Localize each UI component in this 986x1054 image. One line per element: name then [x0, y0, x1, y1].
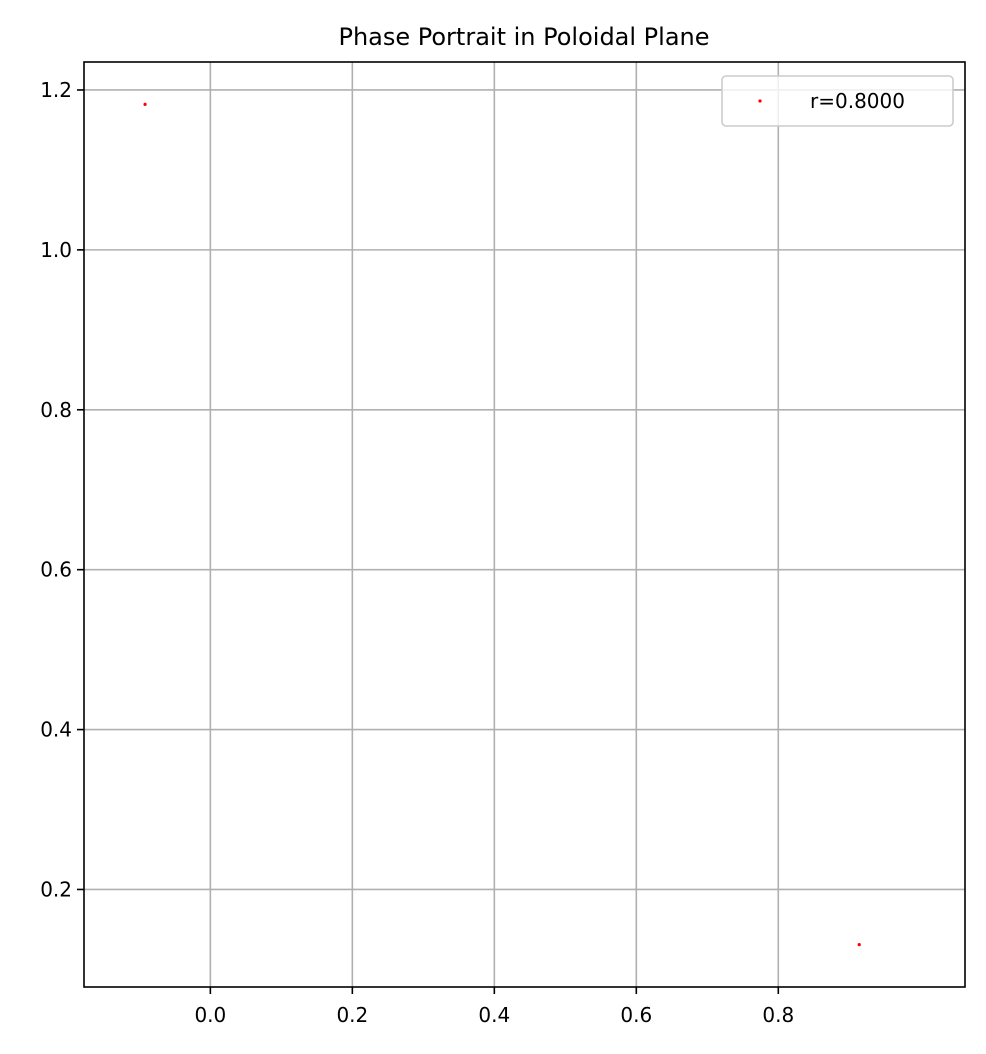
legend-label: r=0.8000: [810, 89, 905, 113]
y-tick-label: 0.2: [40, 877, 72, 901]
chart-title: Phase Portrait in Poloidal Plane: [338, 23, 709, 51]
x-tick-label: 0.4: [478, 1003, 510, 1027]
data-point: [143, 102, 147, 106]
y-tick-label: 0.6: [40, 558, 72, 582]
legend-box: [721, 75, 954, 127]
plot-frame: [83, 61, 966, 988]
data-point: [857, 943, 861, 947]
y-tick-label: 1.2: [40, 78, 72, 102]
y-tick-label: 0.8: [40, 398, 72, 422]
grid-lines: [84, 62, 965, 987]
legend: r=0.8000: [721, 75, 954, 127]
x-tick-label: 0.2: [336, 1003, 368, 1027]
x-tick-label: 0.8: [762, 1003, 794, 1027]
axis-ticks: 0.0 0.2 0.4 0.6 0.8 0.2 0.4 0.6 0.8 1.0 1.2: [40, 78, 794, 1027]
data-points: [143, 102, 861, 947]
x-tick-label: 0.0: [194, 1003, 226, 1027]
y-tick-label: 0.4: [40, 718, 72, 742]
y-tick-label: 1.0: [40, 238, 72, 262]
legend-marker: [758, 99, 762, 103]
x-tick-label: 0.6: [620, 1003, 652, 1027]
